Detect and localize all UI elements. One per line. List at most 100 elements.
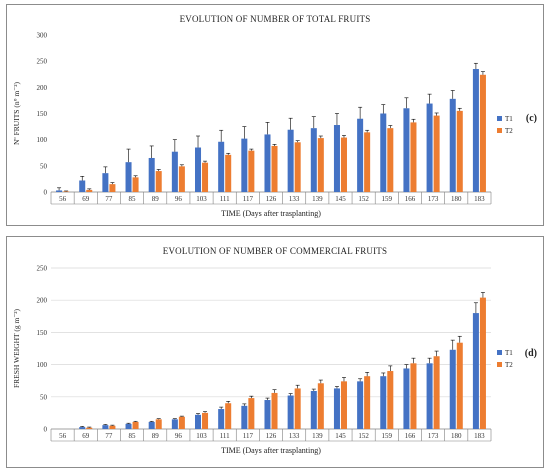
x-tick-label: 69 bbox=[82, 432, 90, 440]
bar-T1 bbox=[287, 395, 294, 429]
y-tick-label: 0 bbox=[44, 426, 48, 434]
bar-T1 bbox=[56, 190, 63, 192]
bar-T1 bbox=[264, 400, 271, 429]
x-tick-label: 145 bbox=[335, 195, 346, 203]
x-tick-label: 183 bbox=[474, 432, 485, 440]
x-tick-label: 159 bbox=[382, 195, 393, 203]
y-axis-label: Nº FRUITS (n° m⁻²) bbox=[12, 82, 21, 145]
bar-T2 bbox=[202, 162, 209, 192]
x-tick-label: 77 bbox=[105, 195, 113, 203]
x-tick-label: 56 bbox=[59, 432, 67, 440]
x-tick-label: 56 bbox=[59, 195, 67, 203]
x-tick-label: 77 bbox=[105, 432, 113, 440]
bar-T2 bbox=[132, 421, 139, 429]
bar-T1 bbox=[148, 421, 155, 429]
bar-T2 bbox=[387, 128, 394, 192]
bar-T2 bbox=[86, 427, 93, 429]
bar-T1 bbox=[241, 138, 248, 192]
bar-T1 bbox=[380, 376, 387, 429]
bar-T2 bbox=[132, 177, 139, 192]
x-tick-label: 139 bbox=[312, 195, 323, 203]
x-tick-label: 85 bbox=[129, 432, 137, 440]
bar-T1 bbox=[449, 349, 456, 429]
x-tick-label: 152 bbox=[358, 432, 369, 440]
legend-swatch-T2 bbox=[497, 128, 502, 133]
bar-T2 bbox=[248, 150, 255, 192]
bar-T1 bbox=[287, 129, 294, 192]
bar-T1 bbox=[102, 173, 109, 192]
y-tick-label: 250 bbox=[37, 58, 48, 66]
bar-T1 bbox=[357, 118, 364, 192]
bar-T1 bbox=[241, 405, 248, 429]
bar-T2 bbox=[456, 110, 463, 192]
bar-T1 bbox=[171, 419, 178, 429]
x-tick-label: 96 bbox=[175, 195, 183, 203]
bar-T2 bbox=[202, 412, 209, 429]
bar-T2 bbox=[479, 74, 486, 192]
bar-T2 bbox=[225, 154, 232, 192]
bar-T2 bbox=[271, 392, 278, 429]
bar-T1 bbox=[148, 157, 155, 192]
x-tick-label: 103 bbox=[196, 432, 207, 440]
x-tick-label: 173 bbox=[428, 432, 439, 440]
y-tick-label: 200 bbox=[37, 84, 48, 92]
bar-T2 bbox=[340, 137, 347, 192]
bar-T1 bbox=[403, 368, 410, 429]
x-tick-label: 166 bbox=[405, 195, 416, 203]
x-tick-label: 117 bbox=[243, 195, 254, 203]
bar-T1 bbox=[218, 409, 225, 429]
bar-T2 bbox=[294, 388, 301, 429]
bar-T1 bbox=[472, 69, 479, 192]
bar-T1 bbox=[380, 113, 387, 192]
x-tick-label: 126 bbox=[266, 432, 277, 440]
bar-T2 bbox=[364, 132, 371, 192]
chart-panel-commercial-fruits: EVOLUTION OF NUMBER OF COMMERCIAL FRUITS… bbox=[6, 236, 544, 468]
bar-T1 bbox=[195, 147, 202, 192]
bar-T1 bbox=[310, 128, 317, 192]
bar-T1 bbox=[125, 423, 132, 429]
bar-T2 bbox=[109, 425, 116, 429]
bar-T1 bbox=[264, 134, 271, 192]
bar-T2 bbox=[433, 356, 440, 429]
bar-T2 bbox=[410, 122, 417, 192]
bar-T2 bbox=[479, 297, 486, 429]
x-tick-label: 133 bbox=[289, 195, 300, 203]
x-tick-label: 103 bbox=[196, 195, 207, 203]
x-tick-label: 183 bbox=[474, 195, 485, 203]
bar-T1 bbox=[333, 388, 340, 429]
x-tick-label: 126 bbox=[266, 195, 277, 203]
y-tick-label: 150 bbox=[37, 110, 48, 118]
bar-T1 bbox=[171, 151, 178, 192]
bar-T1 bbox=[102, 425, 109, 429]
x-tick-label: 159 bbox=[382, 432, 393, 440]
legend-swatch-T1 bbox=[497, 116, 502, 121]
y-tick-label: 100 bbox=[37, 361, 48, 369]
bar-T2 bbox=[178, 166, 185, 192]
chart-panel-total-fruits: EVOLUTION OF NUMBER OF TOTAL FRUITS (c) … bbox=[6, 4, 544, 226]
bar-T2 bbox=[225, 403, 232, 429]
chart-total-fruits: 0 50 100 150 200 250 300 56 69 77 85 89 96 103 111 117 1… bbox=[12, 32, 513, 219]
x-tick-label: 139 bbox=[312, 432, 323, 440]
x-tick-label: 145 bbox=[335, 432, 346, 440]
bar-T1 bbox=[79, 427, 86, 429]
bar-T1 bbox=[403, 108, 410, 192]
y-tick-label: 0 bbox=[44, 189, 48, 197]
bar-T2 bbox=[271, 145, 278, 192]
bar-T1 bbox=[449, 98, 456, 192]
bar-T2 bbox=[63, 191, 70, 192]
panel-label: (d) bbox=[524, 348, 537, 359]
y-tick-label: 50 bbox=[40, 162, 48, 170]
legend-swatch-T1 bbox=[497, 350, 502, 355]
bar-T1 bbox=[426, 103, 433, 192]
chart-title: EVOLUTION OF NUMBER OF TOTAL FRUITS bbox=[179, 14, 371, 24]
bar-T2 bbox=[155, 419, 162, 429]
legend-label-T2: T2 bbox=[505, 127, 513, 135]
x-tick-label: 180 bbox=[451, 195, 462, 203]
x-tick-label: 117 bbox=[243, 432, 254, 440]
y-tick-label: 200 bbox=[37, 297, 48, 305]
x-tick-label: 166 bbox=[405, 432, 416, 440]
x-tick-label: 111 bbox=[220, 195, 230, 203]
bar-T1 bbox=[472, 313, 479, 429]
x-tick-label: 85 bbox=[129, 195, 137, 203]
bar-T2 bbox=[248, 398, 255, 429]
